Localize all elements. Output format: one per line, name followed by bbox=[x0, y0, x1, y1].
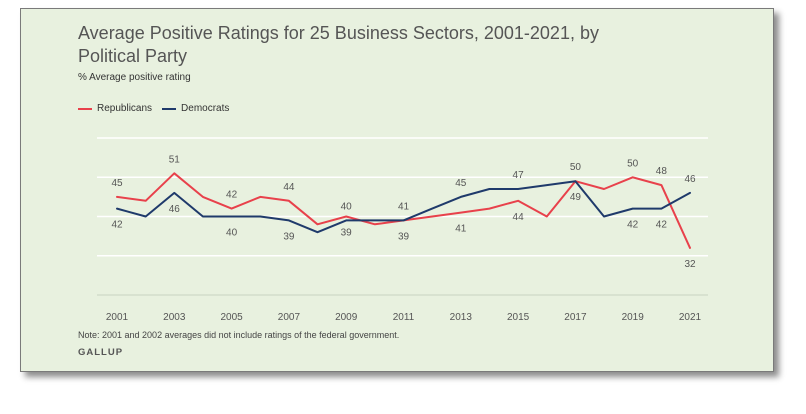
x-tick-label-2007: 2007 bbox=[278, 312, 301, 323]
data-label-republicans-2009: 39 bbox=[341, 228, 353, 239]
x-tick-label-2001: 2001 bbox=[106, 312, 129, 323]
legend-item-republicans: Republicans bbox=[78, 103, 152, 114]
x-tick-label-2003: 2003 bbox=[163, 312, 186, 323]
legend-label-republicans: Republicans bbox=[97, 103, 153, 114]
data-label-democrats-2013: 45 bbox=[455, 178, 467, 189]
chart-subtitle: % Average positive rating bbox=[78, 72, 191, 83]
x-tick-label-2015: 2015 bbox=[507, 312, 530, 323]
data-label-democrats-2007: 39 bbox=[283, 231, 295, 242]
chart-legend: Republicans Democrats bbox=[78, 103, 239, 114]
data-label-democrats-2001: 42 bbox=[111, 220, 123, 231]
x-tick-label-2005: 2005 bbox=[220, 312, 243, 323]
data-label-republicans-2001: 45 bbox=[111, 178, 123, 189]
data-label-republicans-2007: 44 bbox=[283, 182, 295, 193]
gallup-brand: GALLUP bbox=[78, 347, 124, 358]
chart-title: Average Positive Ratings for 25 Business… bbox=[78, 23, 599, 66]
legend-swatch-republicans bbox=[78, 107, 92, 110]
data-label-democrats-2020: 42 bbox=[656, 220, 668, 231]
data-label-republicans-2019: 50 bbox=[627, 158, 639, 169]
data-label-republicans-2015: 44 bbox=[513, 212, 525, 223]
data-label-republicans-2003: 51 bbox=[169, 154, 181, 165]
legend-item-democrats: Democrats bbox=[162, 103, 229, 114]
x-tick-label-2019: 2019 bbox=[622, 312, 645, 323]
data-label-democrats-2015: 47 bbox=[513, 170, 525, 181]
data-label-republicans-2013: 41 bbox=[455, 224, 467, 235]
legend-label-democrats: Democrats bbox=[181, 103, 230, 114]
data-label-republicans-2017: 49 bbox=[570, 192, 582, 203]
data-label-republicans-2005: 42 bbox=[226, 190, 238, 201]
data-label-democrats-2003: 46 bbox=[169, 204, 181, 215]
data-label-republicans-2011: 39 bbox=[398, 231, 410, 242]
chart-note: Note: 2001 and 2002 averages did not inc… bbox=[78, 330, 400, 340]
chart-card bbox=[20, 8, 774, 372]
data-label-democrats-2005: 40 bbox=[226, 228, 238, 239]
data-label-republicans-2021: 32 bbox=[684, 259, 696, 270]
series-line-democrats bbox=[116, 180, 691, 234]
x-tick-label-2021: 2021 bbox=[679, 312, 702, 323]
x-tick-label-2013: 2013 bbox=[450, 312, 473, 323]
x-tick-label-2011: 2011 bbox=[393, 312, 415, 323]
data-label-democrats-2009: 40 bbox=[341, 201, 353, 212]
data-label-democrats-2017: 50 bbox=[570, 162, 582, 173]
data-label-democrats-2011: 41 bbox=[398, 201, 410, 212]
data-label-democrats-2021: 46 bbox=[684, 174, 696, 185]
x-tick-label-2009: 2009 bbox=[335, 312, 358, 323]
legend-swatch-democrats bbox=[162, 107, 177, 110]
data-label-democrats-2019: 42 bbox=[627, 220, 639, 231]
x-tick-label-2017: 2017 bbox=[564, 312, 587, 323]
data-label-republicans-2020: 48 bbox=[656, 166, 668, 177]
